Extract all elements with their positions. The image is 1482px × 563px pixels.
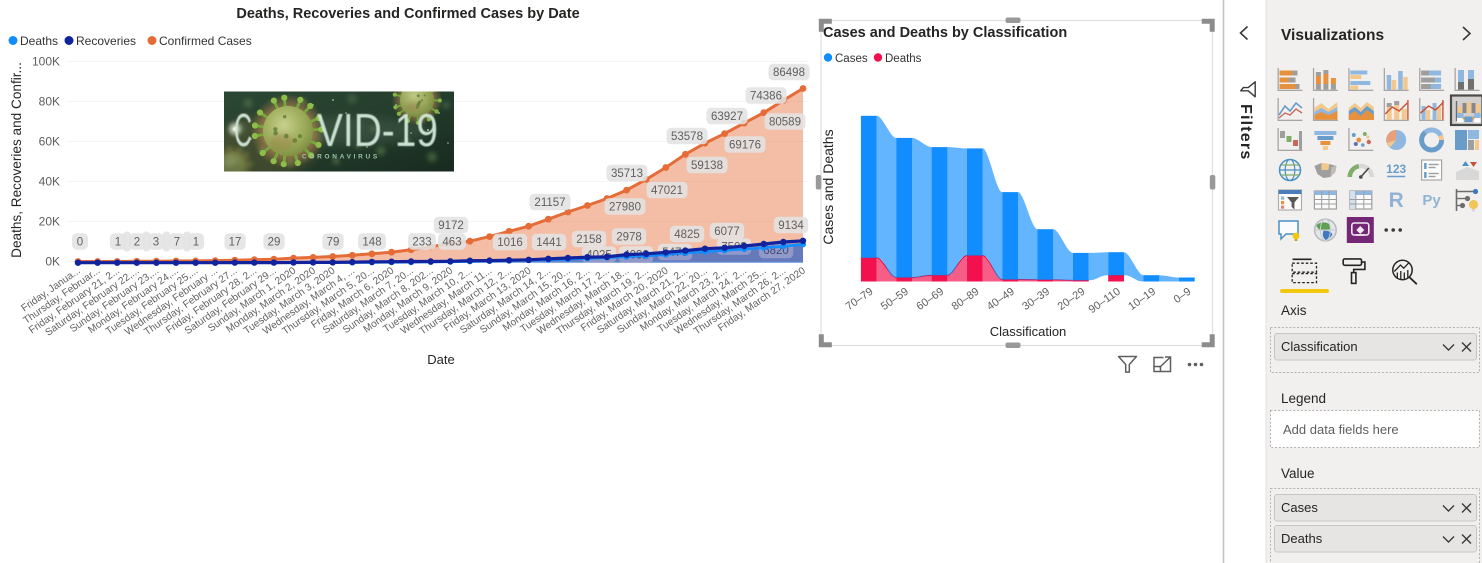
svg-text:Classification: Classification [1281,339,1358,354]
svg-text:R: R [1389,189,1404,212]
svg-text:1: 1 [193,236,199,248]
svg-text:20K: 20K [39,215,60,229]
svg-text:Classification: Classification [990,324,1067,339]
svg-text:Deaths, Recoveries and Confir.: Deaths, Recoveries and Confir... [9,62,24,258]
svg-text:Cases: Cases [835,53,868,65]
svg-text:Visualizations: Visualizations [1281,27,1384,44]
svg-text:Recoveries: Recoveries [76,34,136,48]
svg-text:27980: 27980 [609,201,641,213]
svg-text:86498: 86498 [773,67,805,79]
svg-text:C: C [234,104,252,156]
svg-text:59138: 59138 [691,160,723,172]
svg-text:Deaths: Deaths [1281,531,1323,546]
svg-text:VID-19: VID-19 [317,104,438,156]
svg-text:80K: 80K [39,95,60,109]
svg-text:2: 2 [134,236,140,248]
svg-text:3: 3 [153,236,159,248]
svg-text:Axis: Axis [1281,303,1307,318]
svg-text:29: 29 [268,236,281,248]
svg-text:4825: 4825 [674,229,700,241]
svg-text:Add data fields here: Add data fields here [1283,422,1399,437]
svg-text:9172: 9172 [438,220,464,232]
svg-text:Deaths: Deaths [20,34,58,48]
svg-text:9134: 9134 [778,220,804,232]
svg-text:40K: 40K [39,175,60,189]
svg-text:2158: 2158 [576,234,602,246]
svg-text:21157: 21157 [534,197,565,209]
svg-text:Cases and Deaths by Classifica: Cases and Deaths by Classification [823,25,1067,41]
svg-text:69176: 69176 [729,139,761,151]
svg-text:Value: Value [1281,466,1315,481]
svg-text:7: 7 [174,236,180,248]
svg-text:6820: 6820 [763,245,789,257]
svg-text:0K: 0K [45,255,60,269]
svg-text:80589: 80589 [769,116,801,128]
svg-text:74386: 74386 [750,90,782,102]
svg-text:Date: Date [427,352,454,367]
svg-text:1016: 1016 [497,237,523,249]
svg-text:Cases and Deaths: Cases and Deaths [820,129,836,244]
svg-text:47021: 47021 [651,185,683,197]
svg-text:100K: 100K [32,55,60,69]
svg-text:0: 0 [77,236,83,248]
svg-text:63927: 63927 [711,111,743,123]
svg-text:1: 1 [115,236,121,248]
svg-text:463: 463 [442,236,461,248]
svg-text:Filters: Filters [1237,104,1254,160]
svg-text:6077: 6077 [714,226,740,238]
svg-text:2978: 2978 [616,231,642,243]
svg-text:17: 17 [229,236,242,248]
svg-text:Deaths, Recoveries and Confirm: Deaths, Recoveries and Confirmed Cases b… [236,6,579,22]
svg-text:123: 123 [1386,162,1406,176]
svg-text:148: 148 [362,236,381,248]
svg-text:60K: 60K [39,135,60,149]
svg-text:233: 233 [412,236,431,248]
svg-text:Deaths: Deaths [885,53,922,65]
svg-text:35713: 35713 [611,168,643,180]
svg-text:Py: Py [1422,192,1441,209]
svg-text:Confirmed Cases: Confirmed Cases [159,34,252,48]
svg-text:79: 79 [327,236,340,248]
svg-text:Cases: Cases [1281,500,1318,515]
svg-text:Legend: Legend [1281,391,1326,406]
svg-text:1441: 1441 [536,237,562,249]
svg-text:CORONAVIRUS: CORONAVIRUS [302,154,380,161]
svg-text:53578: 53578 [671,131,703,143]
